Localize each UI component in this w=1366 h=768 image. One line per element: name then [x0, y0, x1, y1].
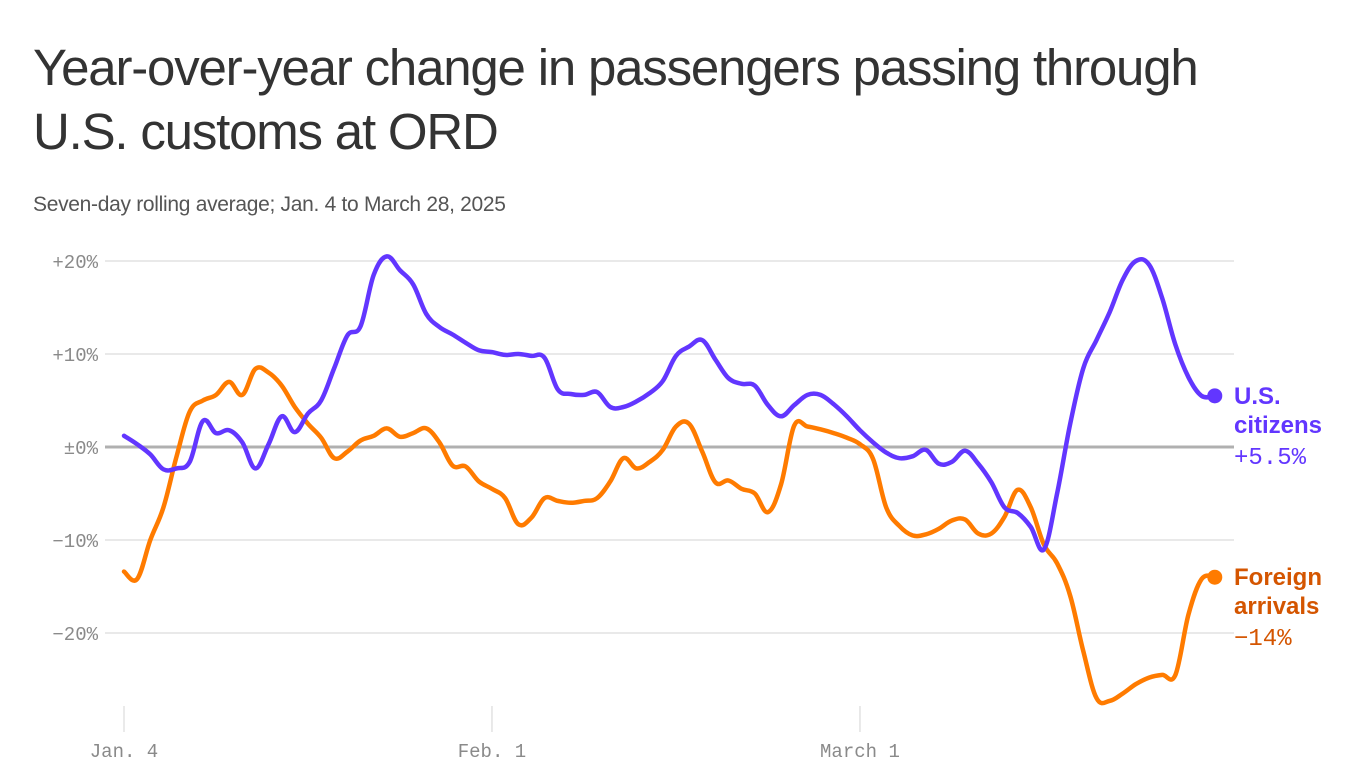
series-lines	[121, 254, 1223, 706]
x-tick-label: March 1	[820, 741, 900, 763]
y-tick-label: −20%	[52, 624, 98, 646]
x-tick-label: Jan. 4	[90, 741, 158, 763]
x-axis-ticks: Jan. 4 Feb. 1 March 1	[90, 706, 900, 763]
y-axis-ticks: +20% +10% ±0% −10% −20%	[52, 252, 98, 646]
end-label-foreign-arrivals: arrivals	[1234, 593, 1319, 620]
x-tick-label: Feb. 1	[458, 741, 526, 763]
end-value-u-s-citizens: +5.5%	[1234, 445, 1307, 472]
gridlines	[105, 260, 1234, 634]
y-tick-label: −10%	[52, 531, 98, 553]
end-point-foreign-arrivals	[1207, 569, 1223, 585]
y-tick-label: ±0%	[64, 438, 99, 460]
y-tick-label: +20%	[52, 252, 98, 274]
end-label-u-s-citizens: U.S.	[1234, 383, 1281, 410]
series-line-u-s-citizens	[121, 254, 1218, 553]
end-point-u-s-citizens	[1207, 388, 1223, 404]
chart-subtitle: Seven-day rolling average; Jan. 4 to Mar…	[33, 193, 506, 216]
chart-title: Year-over-year change in passengers pass…	[33, 39, 1199, 160]
end-value-foreign-arrivals: −14%	[1234, 626, 1292, 653]
end-label-foreign-arrivals: Foreign	[1234, 564, 1322, 591]
y-tick-label: +10%	[52, 345, 98, 367]
end-label-u-s-citizens: citizens	[1234, 412, 1322, 439]
series-line-foreign-arrivals	[121, 365, 1218, 706]
